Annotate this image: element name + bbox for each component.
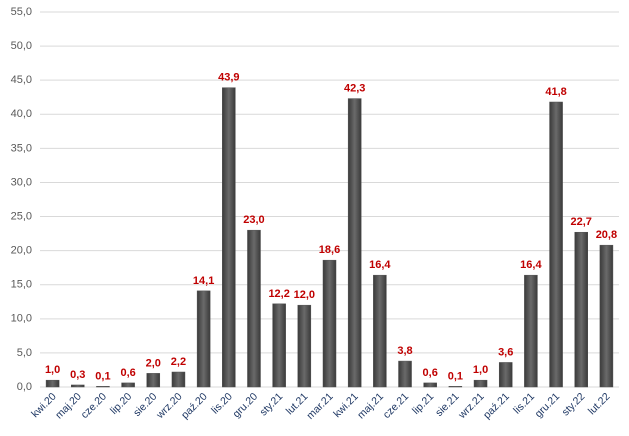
x-tick-label: wrz.20 bbox=[154, 391, 185, 422]
bar bbox=[121, 382, 135, 388]
value-label: 41,8 bbox=[545, 86, 566, 98]
bar bbox=[71, 384, 85, 388]
value-label: 1,0 bbox=[473, 364, 488, 376]
y-tick-label: 20,0 bbox=[11, 245, 32, 257]
bar bbox=[423, 382, 437, 388]
value-label: 18,6 bbox=[319, 244, 340, 256]
value-label: 22,7 bbox=[571, 216, 592, 228]
x-tick-label: paź.21 bbox=[481, 391, 512, 422]
x-tick-label: cze.21 bbox=[381, 391, 411, 421]
value-label: 2,2 bbox=[171, 356, 186, 368]
x-tick-label: mar.21 bbox=[304, 391, 335, 422]
value-label: 0,3 bbox=[70, 369, 85, 381]
y-tick-label: 30,0 bbox=[11, 176, 32, 188]
y-tick-label: 55,0 bbox=[11, 6, 32, 18]
bar bbox=[448, 386, 463, 388]
value-label: 0,6 bbox=[423, 367, 438, 379]
value-label: 2,0 bbox=[146, 357, 161, 369]
y-tick-label: 5,0 bbox=[17, 347, 32, 359]
value-label: 23,0 bbox=[243, 214, 264, 226]
y-tick-label: 10,0 bbox=[11, 313, 32, 325]
y-tick-label: 25,0 bbox=[11, 210, 32, 222]
value-label: 16,4 bbox=[369, 259, 391, 271]
bar bbox=[96, 386, 110, 388]
bar bbox=[322, 259, 337, 388]
value-label: 16,4 bbox=[520, 259, 542, 271]
value-label: 0,6 bbox=[120, 367, 135, 379]
value-label: 3,8 bbox=[397, 345, 412, 357]
bar bbox=[599, 244, 614, 388]
value-label: 0,1 bbox=[95, 370, 110, 382]
x-tick-label: lip.21 bbox=[410, 391, 436, 417]
bar bbox=[373, 274, 387, 388]
x-tick-label: kwi.20 bbox=[29, 391, 59, 421]
bar bbox=[196, 290, 211, 388]
bar bbox=[498, 362, 513, 388]
value-label: 12,0 bbox=[294, 289, 315, 301]
x-tick-label: gru.21 bbox=[533, 391, 563, 421]
bar bbox=[247, 229, 261, 388]
x-tick-label: lip.20 bbox=[108, 391, 134, 417]
bar bbox=[473, 379, 488, 388]
y-tick-label: 15,0 bbox=[11, 279, 32, 291]
value-label: 20,8 bbox=[596, 229, 617, 241]
value-label: 14,1 bbox=[193, 275, 214, 287]
x-tick-label: cze.20 bbox=[79, 391, 109, 421]
y-tick-label: 35,0 bbox=[11, 142, 32, 154]
value-label: 3,6 bbox=[498, 346, 513, 358]
value-label: 1,0 bbox=[45, 364, 60, 376]
bar bbox=[549, 101, 563, 388]
bar bbox=[398, 360, 412, 388]
bar bbox=[171, 371, 186, 388]
bar bbox=[272, 303, 286, 388]
bar bbox=[347, 98, 362, 388]
y-tick-label: 40,0 bbox=[11, 108, 32, 120]
value-label: 12,2 bbox=[268, 288, 289, 300]
x-tick-label: sty.21 bbox=[258, 391, 286, 419]
x-tick-label: kwi.21 bbox=[331, 391, 361, 421]
bar bbox=[574, 231, 588, 388]
y-tick-label: 50,0 bbox=[11, 40, 32, 52]
x-tick-label: maj.21 bbox=[355, 391, 386, 422]
bar bbox=[45, 379, 60, 388]
y-tick-label: 45,0 bbox=[11, 74, 32, 86]
x-tick-label: sty.22 bbox=[560, 391, 588, 419]
bar bbox=[524, 274, 538, 388]
x-tick-label: gru.20 bbox=[231, 391, 261, 421]
bar bbox=[146, 373, 161, 388]
value-label: 43,9 bbox=[218, 72, 239, 84]
x-tick-label: wrz.21 bbox=[456, 391, 487, 422]
x-tick-label: paź.20 bbox=[179, 391, 210, 422]
value-label: 42,3 bbox=[344, 83, 365, 95]
x-tick-label: lut.22 bbox=[586, 391, 613, 418]
bar bbox=[297, 304, 312, 388]
x-tick-label: maj.20 bbox=[53, 391, 84, 422]
y-tick-label: 0,0 bbox=[17, 381, 32, 393]
bar bbox=[222, 87, 236, 388]
value-label: 0,1 bbox=[448, 370, 463, 382]
